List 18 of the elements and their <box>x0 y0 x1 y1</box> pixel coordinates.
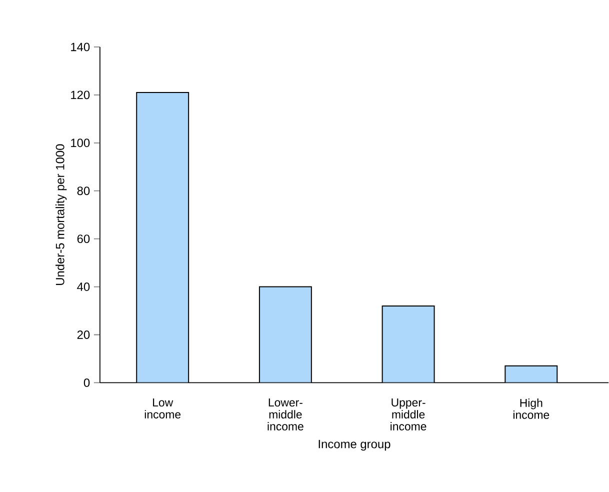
y-tick-label: 100 <box>71 138 90 148</box>
x-tick-label: High income <box>513 398 550 420</box>
y-tick-label: 0 <box>84 378 90 388</box>
y-tick-label: 140 <box>71 42 90 52</box>
bar <box>382 306 434 383</box>
x-tick-label: Lower-middle income <box>268 398 304 431</box>
y-tick-label: 120 <box>71 90 90 100</box>
bar <box>504 366 558 383</box>
x-tick-label: Low income <box>144 398 181 419</box>
x-tick-label: Upper-middle income <box>390 398 426 431</box>
y-tick-label: 80 <box>77 186 90 196</box>
y-tick-label: 20 <box>77 330 90 340</box>
y-tick-label: 60 <box>77 234 90 244</box>
y-axis-title: Under-5 mortality per 1000 <box>56 144 67 286</box>
y-tick-label: 40 <box>77 282 90 292</box>
bar <box>136 92 189 383</box>
bar <box>259 286 312 383</box>
x-axis-title: Income group <box>318 440 390 451</box>
